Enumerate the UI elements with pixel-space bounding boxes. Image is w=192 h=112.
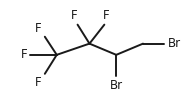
- Text: F: F: [70, 10, 77, 23]
- Text: F: F: [21, 48, 28, 61]
- Text: Br: Br: [110, 79, 123, 92]
- Text: Br: Br: [168, 37, 181, 50]
- Text: F: F: [35, 76, 41, 89]
- Text: F: F: [35, 22, 41, 35]
- Text: F: F: [103, 10, 110, 23]
